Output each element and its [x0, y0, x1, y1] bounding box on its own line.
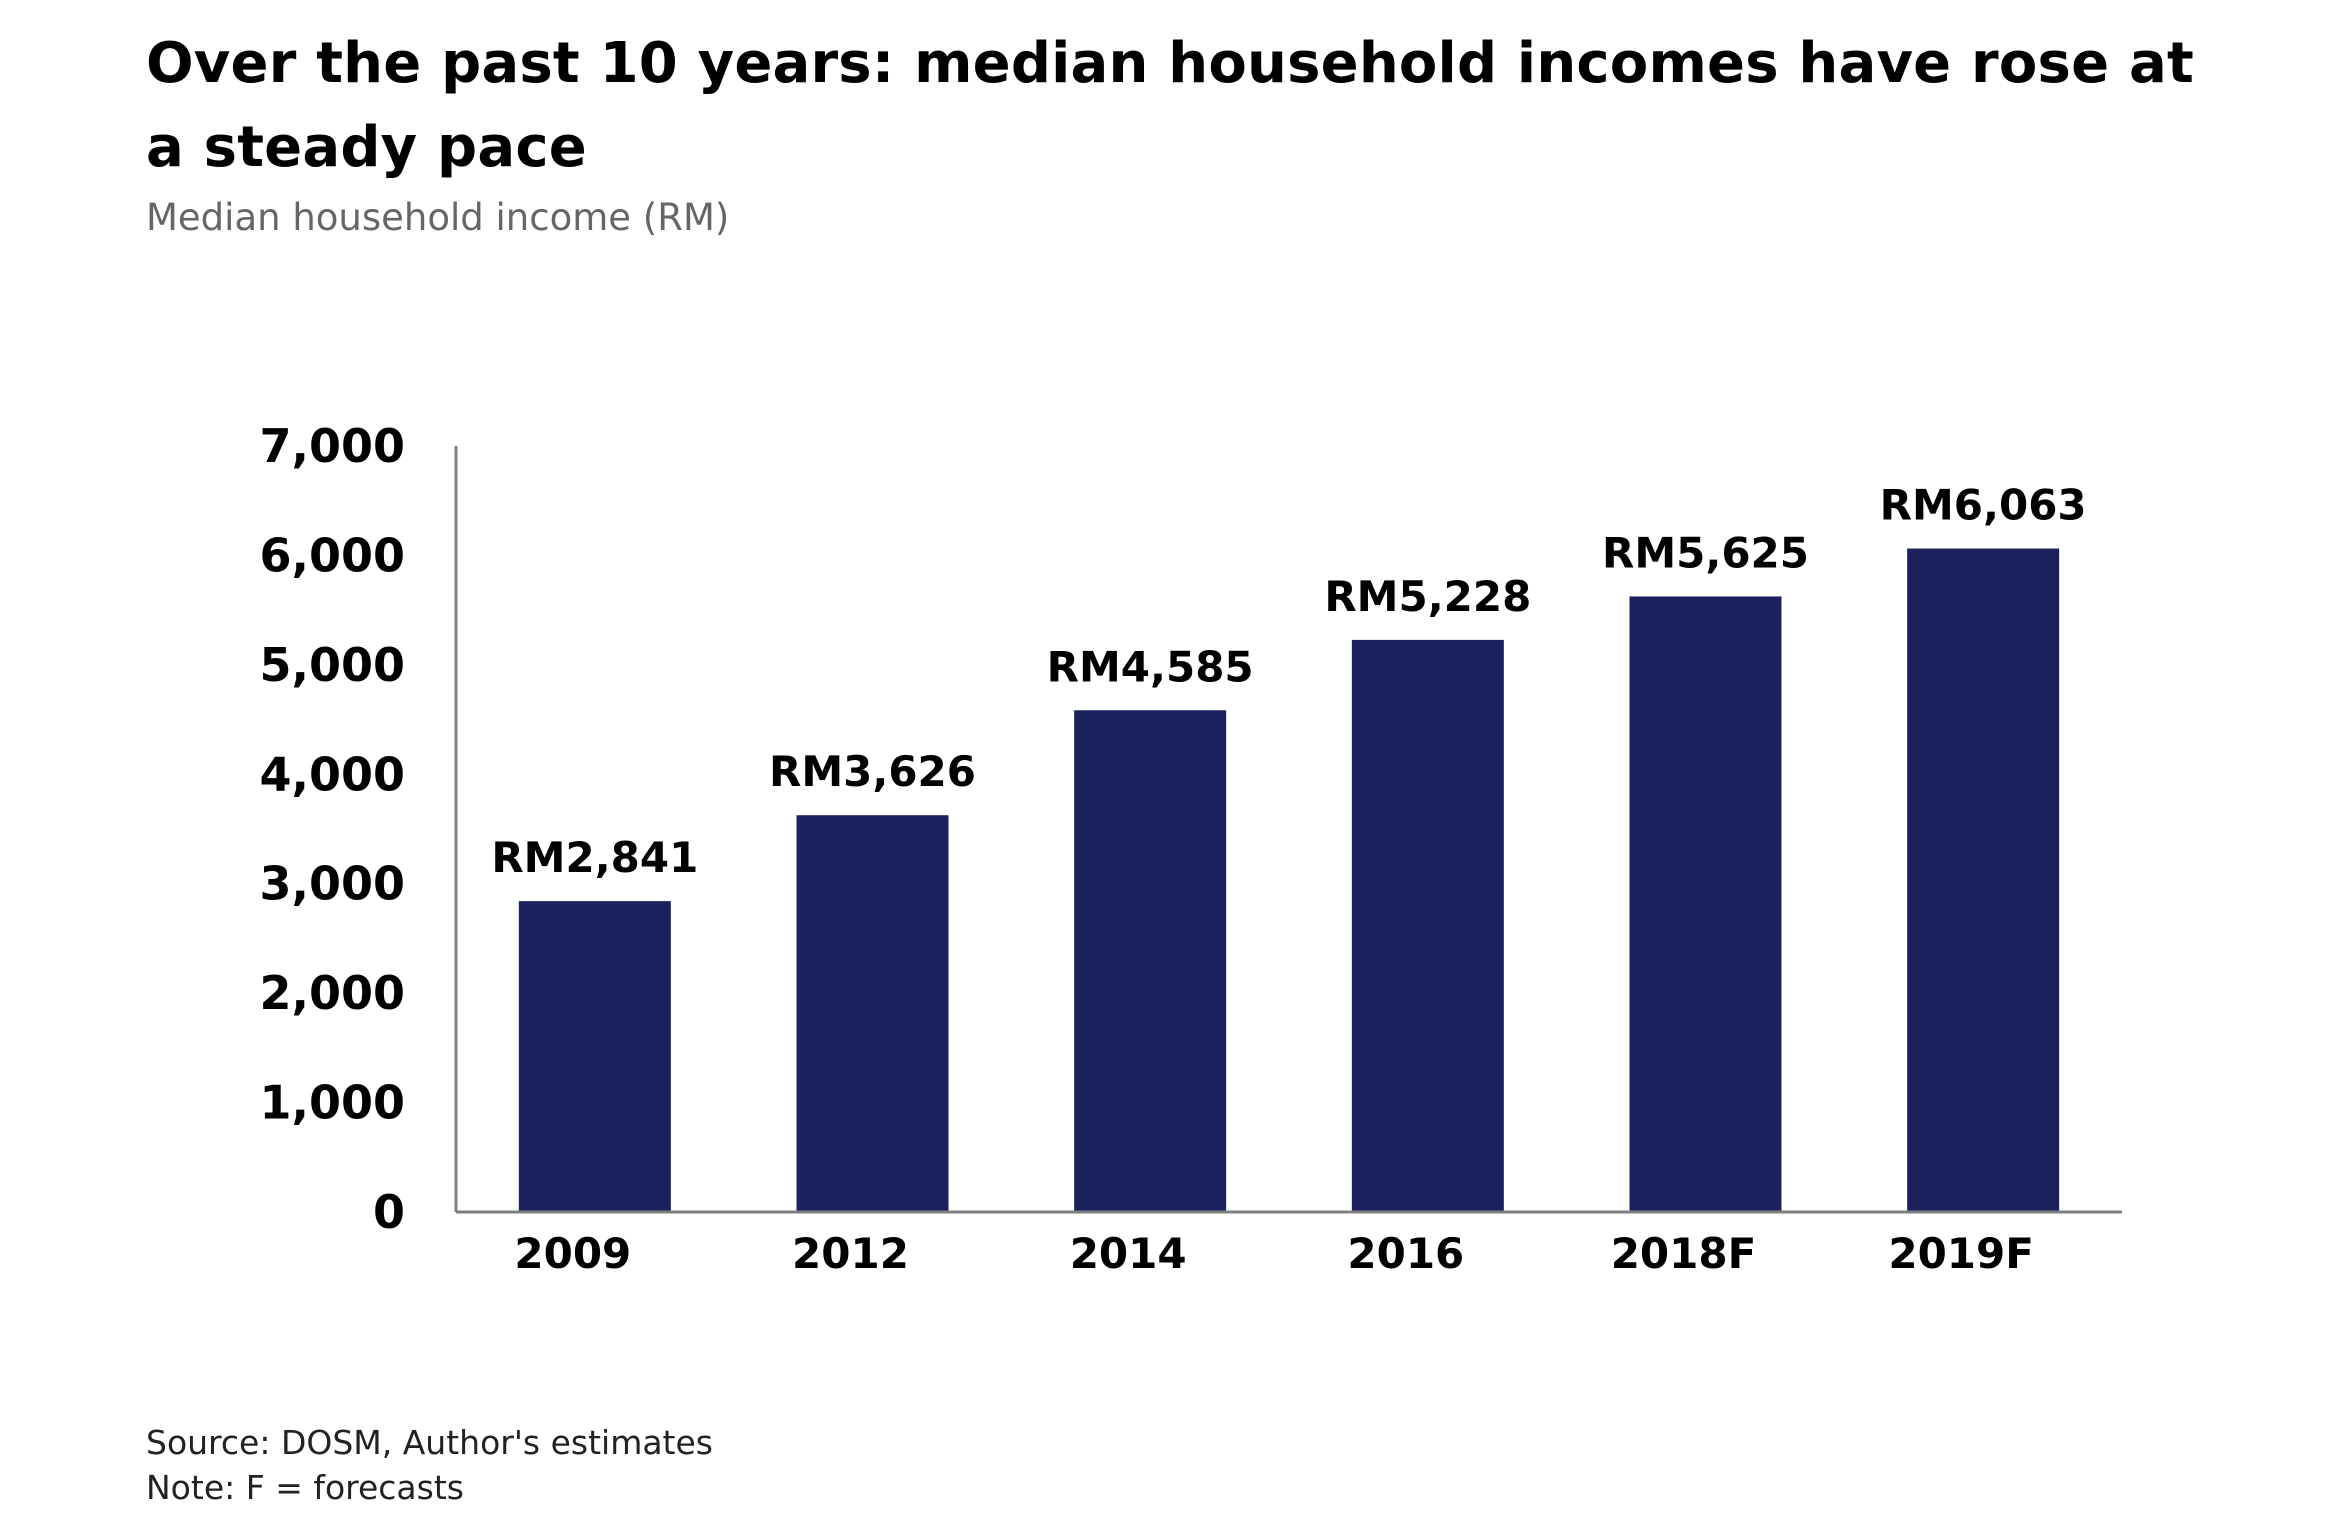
x-tick-label: 2014	[1070, 1229, 1187, 1278]
x-tick-label: 2018F	[1611, 1229, 1757, 1278]
footer: Source: DOSM, Author's estimates Note: F…	[146, 1420, 713, 1510]
x-axis-ticks: 2009 2012 2014 2016 2018F 2019F	[514, 1229, 2034, 1278]
bar	[796, 815, 949, 1212]
bar	[1907, 548, 2060, 1212]
y-tick-label: 6,000	[259, 528, 405, 582]
y-tick-label: 7,000	[259, 419, 405, 473]
data-labels: RM2,841 RM3,626 RM4,585 RM5,228 RM5,625 RM6,0…	[491, 481, 2086, 883]
y-tick-label: 2,000	[259, 966, 405, 1020]
forecast-note: Note: F = forecasts	[146, 1468, 464, 1507]
bar-data-label: RM5,625	[1602, 528, 1809, 577]
x-tick-label: 2019F	[1888, 1229, 2034, 1278]
y-tick-label: 1,000	[259, 1076, 405, 1130]
y-tick-label: 5,000	[259, 638, 405, 692]
bar-data-label: RM4,585	[1047, 642, 1254, 691]
chart-title: Over the past 10 years: median household…	[146, 31, 2194, 180]
y-tick-label: 3,000	[259, 857, 405, 911]
bar	[518, 901, 671, 1212]
bar-data-label: RM3,626	[769, 747, 976, 796]
y-tick-label: 4,000	[259, 747, 405, 801]
bar-data-label: RM2,841	[491, 833, 698, 882]
bar-data-label: RM6,063	[1880, 481, 2087, 530]
x-tick-label: 2009	[514, 1229, 631, 1278]
bar	[1074, 710, 1227, 1212]
x-tick-label: 2016	[1347, 1229, 1464, 1278]
bars	[518, 548, 2060, 1212]
chart-subtitle: Median household income (RM)	[146, 196, 730, 239]
y-axis-ticks: 0 1,000 2,000 3,000 4,000 5,000 6,000 7,000	[259, 419, 405, 1239]
bar-data-label: RM5,228	[1324, 572, 1531, 621]
source-note: Source: DOSM, Author's estimates	[146, 1423, 713, 1462]
y-tick-label: 0	[373, 1185, 405, 1239]
bar	[1351, 639, 1504, 1212]
x-tick-label: 2012	[792, 1229, 909, 1278]
bar	[1629, 596, 1782, 1212]
